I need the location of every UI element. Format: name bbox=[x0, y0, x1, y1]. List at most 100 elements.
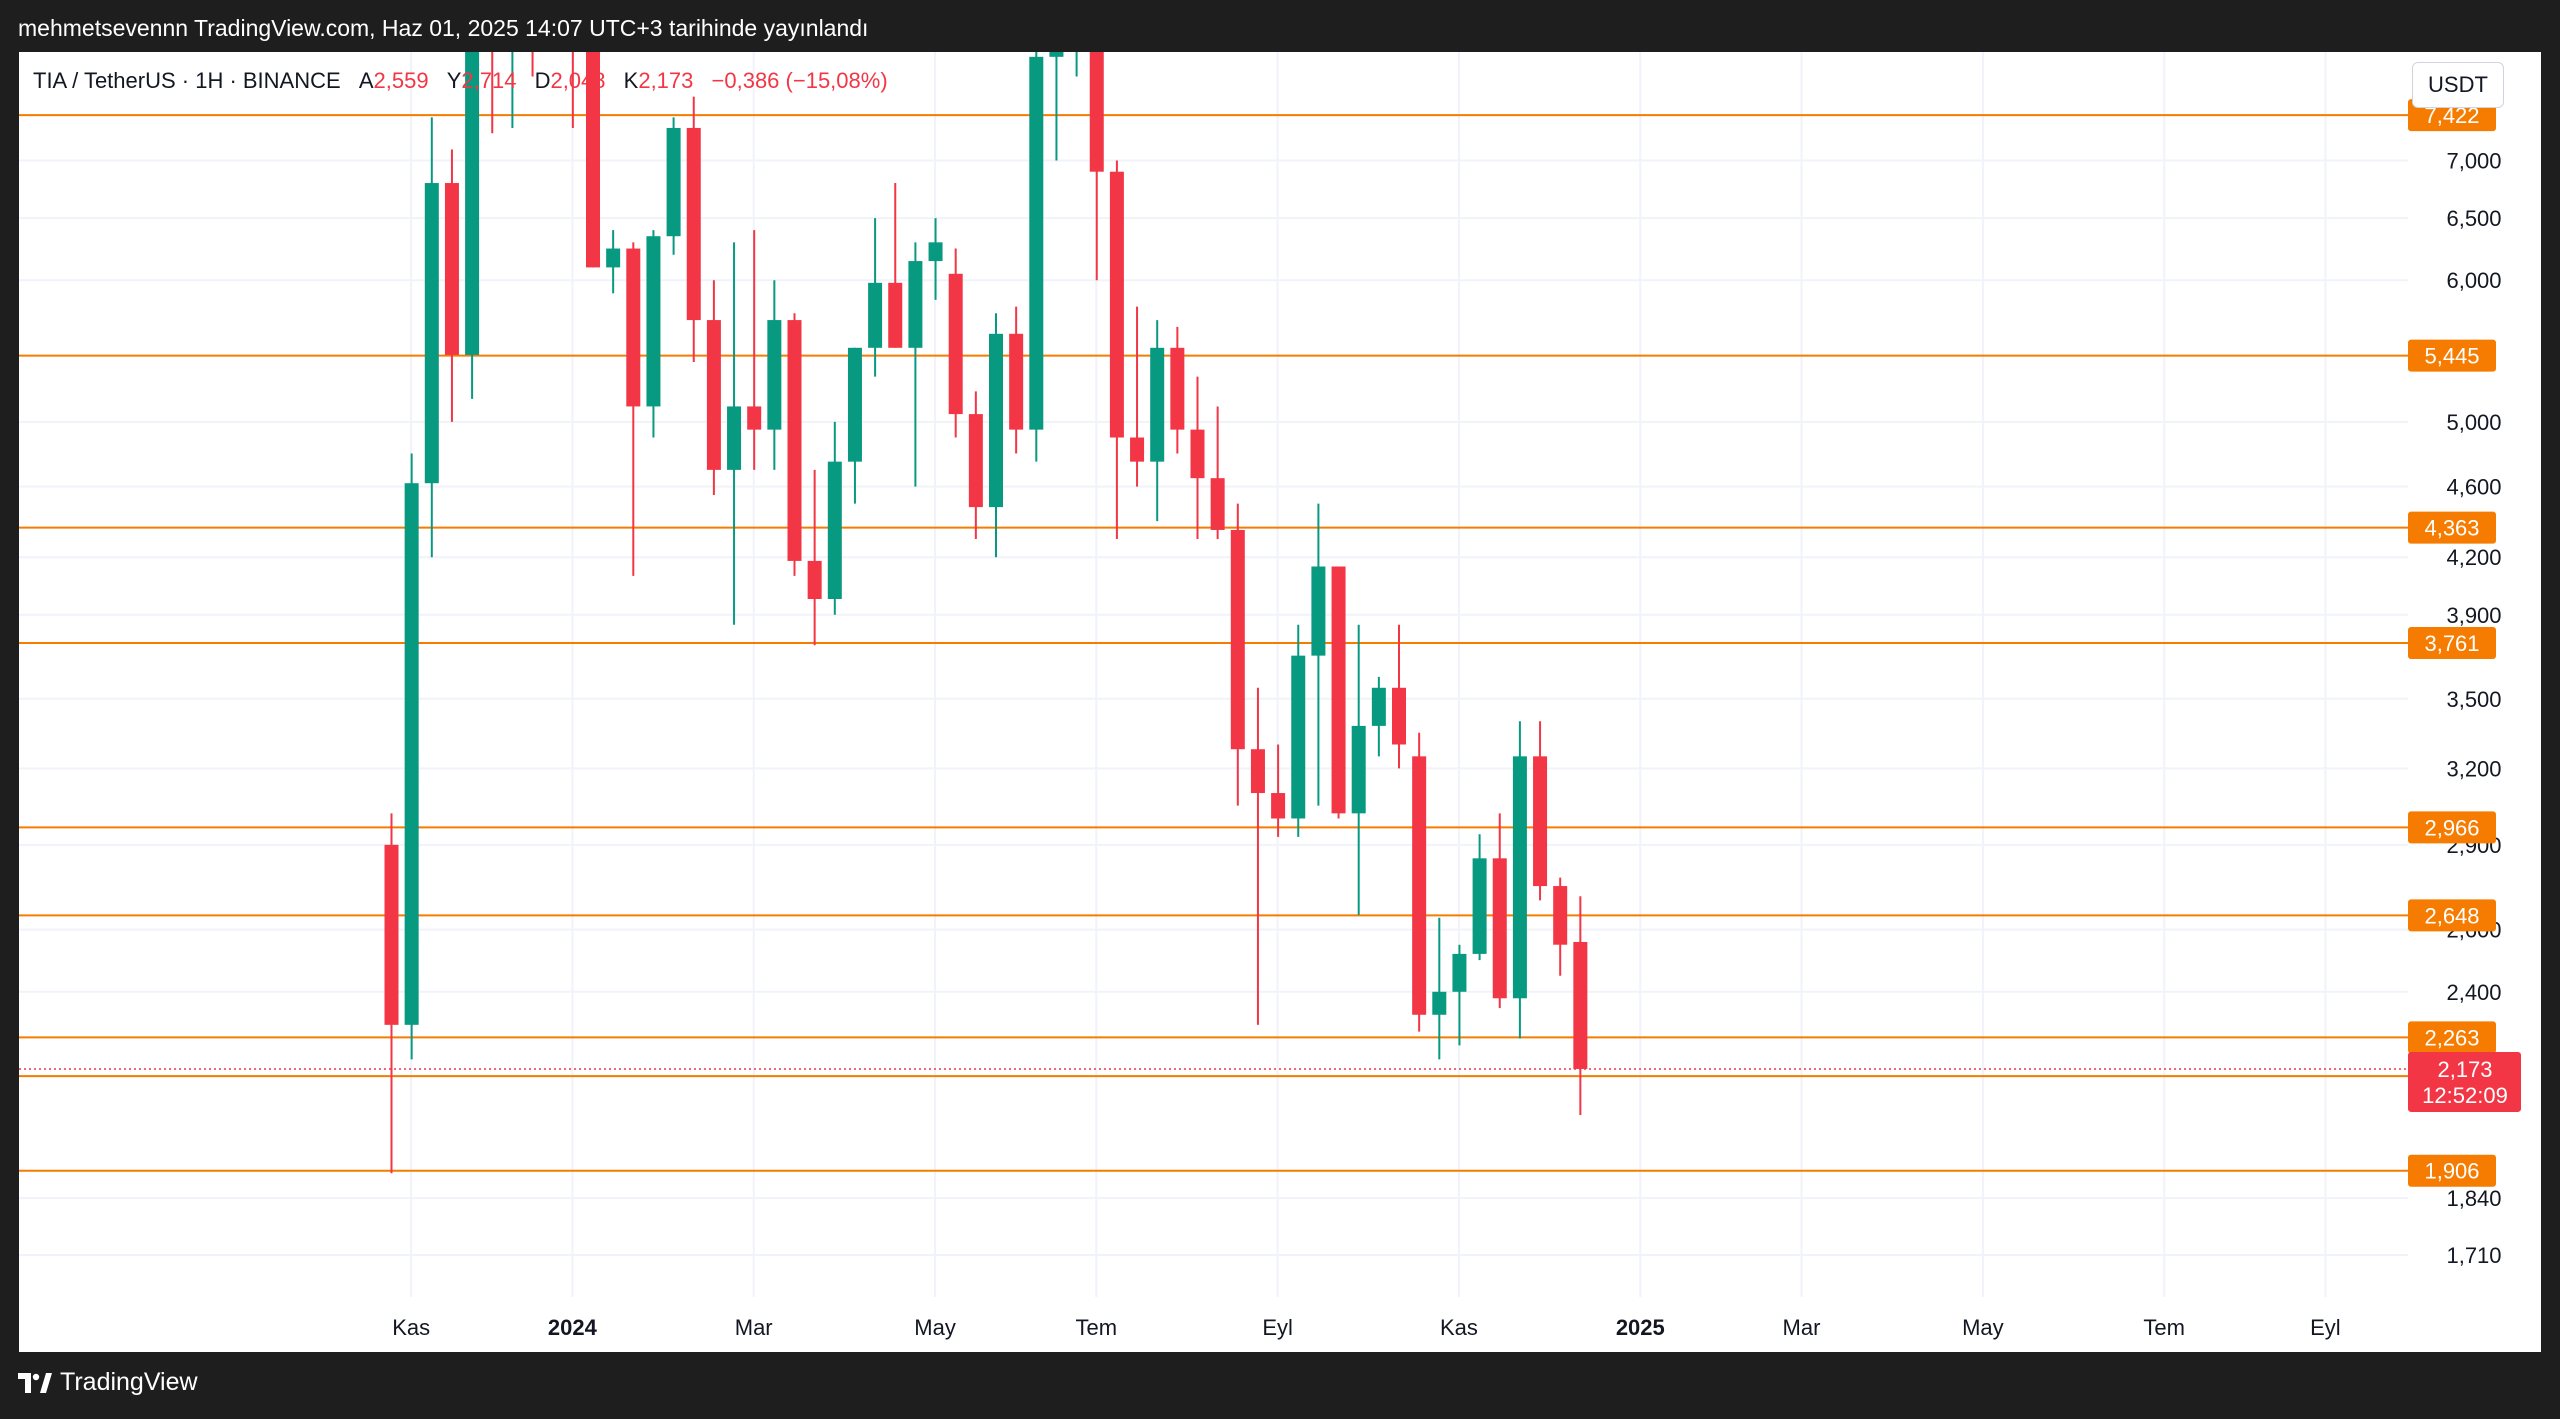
x-tick-label: Tem bbox=[1075, 1315, 1117, 1340]
currency-button[interactable]: USDT bbox=[2412, 62, 2504, 108]
tradingview-logo-icon bbox=[18, 1372, 52, 1393]
candle-body[interactable] bbox=[586, 52, 600, 268]
y-tick-label: 1,710 bbox=[2446, 1243, 2501, 1268]
candle-body[interactable] bbox=[727, 406, 742, 470]
level-price-label: 1,906 bbox=[2424, 1159, 2479, 1184]
tradingview-logo[interactable]: TradingView bbox=[18, 1368, 198, 1397]
candle-body[interactable] bbox=[1150, 347, 1165, 462]
candle-body[interactable] bbox=[1331, 566, 1346, 814]
level-price-label: 5,445 bbox=[2424, 344, 2479, 369]
low-label: D bbox=[534, 68, 551, 93]
candle-body[interactable] bbox=[1271, 793, 1286, 819]
candle-body[interactable] bbox=[1492, 858, 1507, 999]
high-value: 2,714 bbox=[461, 68, 517, 93]
level-price-badge[interactable] bbox=[2408, 339, 2496, 372]
candle-body[interactable] bbox=[1089, 52, 1104, 172]
low-value: 2,048 bbox=[550, 68, 606, 93]
candle-body[interactable] bbox=[1392, 687, 1406, 745]
candle-body[interactable] bbox=[1371, 687, 1386, 726]
high-label: Y bbox=[446, 68, 462, 93]
x-tick-label: 2024 bbox=[548, 1315, 598, 1340]
candle-body[interactable] bbox=[1432, 991, 1447, 1015]
level-price-badge[interactable] bbox=[2408, 899, 2496, 932]
candle-body[interactable] bbox=[686, 127, 701, 321]
candle-body[interactable] bbox=[1573, 941, 1588, 1069]
level-price-label: 2,966 bbox=[2424, 815, 2479, 840]
candle-body[interactable] bbox=[767, 320, 782, 430]
candle-body[interactable] bbox=[626, 248, 641, 407]
y-tick-label: 3,900 bbox=[2446, 603, 2501, 628]
y-tick-label: 2,400 bbox=[2446, 980, 2501, 1005]
y-tick-label: 6,000 bbox=[2446, 268, 2501, 293]
candle-body[interactable] bbox=[1472, 858, 1487, 954]
level-price-badge[interactable] bbox=[2408, 1154, 2496, 1187]
candle-body[interactable] bbox=[706, 320, 721, 470]
y-tick-label: 3,200 bbox=[2446, 756, 2501, 781]
candle-body[interactable] bbox=[1049, 52, 1064, 57]
candle-body[interactable] bbox=[928, 242, 943, 262]
candle-body[interactable] bbox=[807, 560, 822, 599]
candle-body[interactable] bbox=[1170, 347, 1185, 430]
x-tick-label: Eyl bbox=[1262, 1315, 1293, 1340]
price-chart[interactable]: 7,000 6,500 6,000 5,000 4,600 4,200 3,900 3,500… bbox=[19, 52, 2541, 1352]
x-tick-label: May bbox=[1962, 1315, 2004, 1340]
candle-body[interactable] bbox=[1553, 886, 1568, 945]
candle-body[interactable] bbox=[1412, 756, 1427, 1015]
candle-body[interactable] bbox=[1190, 429, 1205, 479]
candle-body[interactable] bbox=[1109, 171, 1124, 438]
candle-body[interactable] bbox=[827, 461, 842, 599]
candle-body[interactable] bbox=[1452, 953, 1467, 992]
candle-body[interactable] bbox=[1029, 56, 1044, 430]
candle-body[interactable] bbox=[1009, 333, 1024, 430]
candle-body[interactable] bbox=[989, 333, 1003, 508]
candle-body[interactable] bbox=[666, 127, 681, 237]
candle-body[interactable] bbox=[1250, 749, 1265, 794]
brand-name: TradingView bbox=[60, 1368, 198, 1396]
level-price-badge[interactable] bbox=[2408, 1021, 2496, 1054]
candle-body[interactable] bbox=[968, 414, 983, 508]
x-tick-label: 2025 bbox=[1616, 1315, 1665, 1340]
x-tick-label: Eyl bbox=[2310, 1315, 2341, 1340]
candle-body[interactable] bbox=[847, 347, 862, 462]
candle-body[interactable] bbox=[1351, 725, 1366, 814]
level-price-badge[interactable] bbox=[2408, 626, 2496, 659]
candle-body[interactable] bbox=[465, 52, 480, 355]
open-label: A bbox=[358, 68, 374, 93]
symbol-name[interactable]: TIA / TetherUS · 1H · BINANCE bbox=[33, 68, 341, 93]
chart-panel[interactable]: 7,000 6,500 6,000 5,000 4,600 4,200 3,900 3,500… bbox=[19, 52, 2541, 1352]
publish-header: mehmetsevennn TradingView.com, Haz 01, 2… bbox=[0, 0, 2560, 52]
candle-body[interactable] bbox=[424, 183, 439, 484]
candle-body[interactable] bbox=[606, 248, 621, 268]
candle-body[interactable] bbox=[646, 236, 661, 407]
y-tick-label: 1,840 bbox=[2446, 1186, 2501, 1211]
x-tick-label: Kas bbox=[392, 1315, 430, 1340]
candle-body[interactable] bbox=[948, 273, 963, 415]
y-tick-label: 3,500 bbox=[2446, 687, 2501, 712]
candle-body[interactable] bbox=[404, 483, 419, 1025]
y-tick-label: 6,500 bbox=[2446, 206, 2501, 231]
candle-body[interactable] bbox=[908, 261, 923, 348]
y-tick-label: 4,600 bbox=[2446, 475, 2501, 500]
candle-body[interactable] bbox=[888, 282, 903, 348]
candle-body[interactable] bbox=[1311, 566, 1326, 656]
symbol-legend: TIA / TetherUS · 1H · BINANCE A2,559 Y2,… bbox=[33, 68, 888, 94]
last-price-badge bbox=[2408, 1051, 2521, 1112]
candle-body[interactable] bbox=[868, 282, 883, 348]
candle-body[interactable] bbox=[787, 320, 802, 561]
level-price-badge[interactable] bbox=[2408, 511, 2496, 544]
footer-bar: TradingView bbox=[0, 1352, 2560, 1419]
last-price-label: 2,173 bbox=[2437, 1057, 2492, 1082]
price-change: −0,386 (−15,08%) bbox=[711, 68, 888, 93]
candle-body[interactable] bbox=[1130, 437, 1145, 462]
close-label: K bbox=[623, 68, 639, 93]
level-price-badge[interactable] bbox=[2408, 811, 2496, 844]
candle-body[interactable] bbox=[1512, 756, 1527, 999]
candle-body[interactable] bbox=[384, 844, 399, 1025]
candle-body[interactable] bbox=[1533, 756, 1548, 887]
candle-body[interactable] bbox=[1210, 478, 1225, 530]
candle-body[interactable] bbox=[1230, 529, 1245, 750]
candle-body[interactable] bbox=[1291, 655, 1306, 819]
candle-body[interactable] bbox=[444, 183, 459, 355]
candle-body[interactable] bbox=[747, 406, 762, 430]
level-price-label: 4,363 bbox=[2424, 516, 2479, 541]
